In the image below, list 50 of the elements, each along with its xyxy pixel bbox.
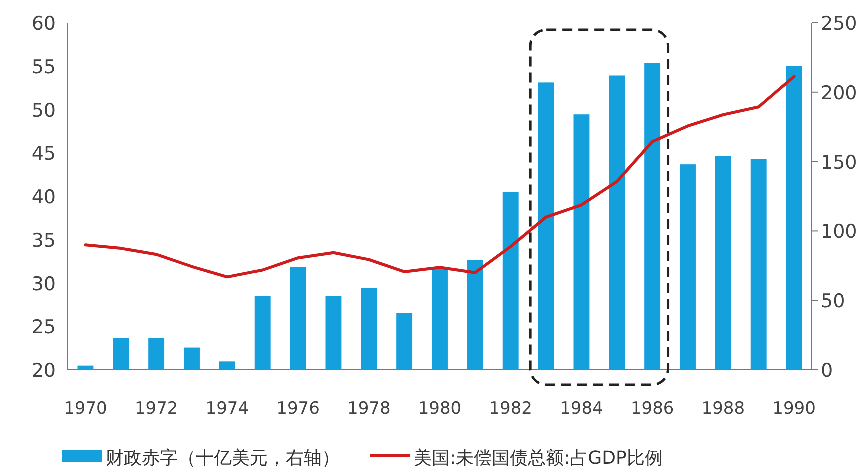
bar xyxy=(750,159,767,370)
bar xyxy=(609,76,626,370)
line-series xyxy=(84,75,796,279)
y2-tick-label: 100 xyxy=(821,221,858,244)
y-tick-label: 30 xyxy=(32,273,56,296)
x-tick-label: 1984 xyxy=(560,399,604,419)
bar xyxy=(644,63,661,370)
bar xyxy=(715,156,732,370)
bar xyxy=(574,114,590,370)
bar xyxy=(326,296,342,370)
bar xyxy=(78,366,94,370)
x-tick-label: 1986 xyxy=(630,399,674,419)
bar xyxy=(538,82,554,370)
x-tick-label: 1978 xyxy=(348,399,391,419)
y2-tick-label: 150 xyxy=(821,152,858,174)
y2-tick-label: 200 xyxy=(821,82,858,104)
bar xyxy=(148,338,165,370)
y-tick-label: 55 xyxy=(32,56,56,78)
bar xyxy=(786,66,802,370)
y2-tick-label: 50 xyxy=(821,290,846,313)
x-tick-label: 1972 xyxy=(134,399,178,419)
bar xyxy=(680,164,696,370)
x-tick-label: 1982 xyxy=(489,399,532,419)
y-tick-label: 20 xyxy=(32,360,56,382)
y-tick-label: 50 xyxy=(32,100,56,122)
y-tick-label: 35 xyxy=(32,230,56,252)
y2-tick-label: 0 xyxy=(821,360,834,382)
bar xyxy=(219,362,236,370)
bar xyxy=(290,267,306,370)
y-tick-label: 60 xyxy=(32,13,56,35)
bar xyxy=(502,192,519,370)
y-tick-label: 40 xyxy=(32,186,56,208)
legend-label: 美国:未偿国债总额:占GDP比例 xyxy=(414,448,663,469)
x-tick-label: 1970 xyxy=(64,399,108,419)
x-tick-label: 1974 xyxy=(206,399,250,419)
bar xyxy=(467,260,484,370)
bar xyxy=(432,268,448,370)
y2-tick-label: 250 xyxy=(821,13,858,35)
y-tick-label: 45 xyxy=(32,143,56,166)
bar xyxy=(254,296,271,370)
x-tick-label: 1976 xyxy=(276,399,320,419)
y-tick-label: 25 xyxy=(32,316,56,339)
legend-label: 财政赤字（十亿美元，右轴） xyxy=(106,448,340,469)
x-tick-label: 1980 xyxy=(418,399,462,419)
bar xyxy=(184,348,200,370)
bar xyxy=(396,313,413,370)
bar xyxy=(113,338,130,370)
x-tick-label: 1988 xyxy=(702,399,746,419)
x-tick-label: 1990 xyxy=(772,399,816,419)
bar xyxy=(361,288,378,370)
